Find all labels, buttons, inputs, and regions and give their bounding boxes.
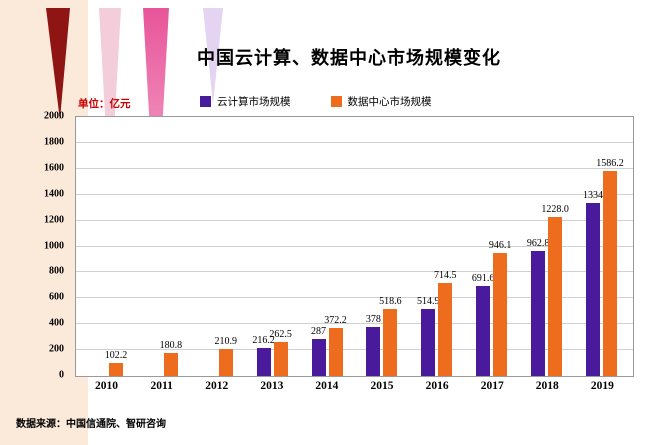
y-tick-label: 1400 <box>44 188 64 200</box>
bar-group-2013: 216.2 262.5 <box>252 117 292 376</box>
bar-series0-2019: 1334 <box>583 190 603 376</box>
bar-series0-2015: 378 <box>366 314 381 376</box>
bar-value-label: 962.8 <box>526 238 550 250</box>
x-axis-labels: 2010 2011 2012 2013 2014 2015 2016 2017 2018 2019 <box>75 380 634 392</box>
bar-group-2018: 962.8 1228.0 <box>527 117 569 376</box>
x-tick-label-2019: 2019 <box>590 380 614 392</box>
gridline <box>76 219 633 221</box>
bar-value-label: 691.6 <box>471 273 495 285</box>
data-source: 数据来源：中国信通院、智研咨询 <box>16 419 166 430</box>
bar-series0-2013: 216.2 <box>252 335 275 376</box>
bar-value-label: 1334 <box>582 190 603 202</box>
x-tick-label-2013: 2013 <box>260 380 284 392</box>
bar-group-2011: 180.8 <box>147 117 182 376</box>
bar-value-label: 102.2 <box>104 349 128 361</box>
gridline <box>76 193 633 195</box>
legend-label-datacenter: 数据中心市场规模 <box>347 97 432 108</box>
bar-group-2019: 1334 1586.2 <box>583 117 624 376</box>
bar-series1-2016: 714.5 <box>434 270 457 376</box>
bar-series1-2011: 180.8 <box>160 340 182 376</box>
bar-series0-2017: 691.6 <box>472 273 494 376</box>
bar-series1-2012: 210.9 <box>214 336 237 376</box>
legend-swatch-datacenter <box>330 96 342 107</box>
bar-value-label: 372.2 <box>324 314 347 326</box>
legend-swatch-cloud <box>200 96 211 107</box>
bar-series0-2014: 287 <box>311 326 326 376</box>
legend-item-cloud: 云计算市场规模 <box>200 94 291 109</box>
legend-item-datacenter: 数据中心市场规模 <box>330 94 432 109</box>
bar-value-label: 514.9 <box>417 296 440 308</box>
bar-value-label: 1586.2 <box>596 157 624 169</box>
bar-group-2015: 378 518.6 <box>366 117 402 376</box>
y-tick-label: 1200 <box>44 214 64 226</box>
unit-label: 单位：亿元 <box>78 99 131 110</box>
bar-group-2014: 287 372.2 <box>311 117 347 376</box>
gridline <box>76 245 633 247</box>
y-axis-labels: 0 200 400 600 800 1000 1200 1400 1600 1800 2000 <box>30 111 70 381</box>
bar-value-label: 210.9 <box>214 335 237 347</box>
y-tick-label: 600 <box>49 291 64 303</box>
bar-value-label: 946.1 <box>488 240 512 252</box>
x-tick-label-2014: 2014 <box>315 380 339 392</box>
bar-series1-2014: 372.2 <box>324 315 347 376</box>
gridline <box>76 141 633 143</box>
x-tick-label-2017: 2017 <box>480 380 504 392</box>
y-tick-label: 800 <box>49 265 64 277</box>
gridline <box>76 271 633 273</box>
bar-group-2012: 210.9 <box>202 117 237 376</box>
y-tick-label: 0 <box>59 369 64 381</box>
bar-series0-2016: 514.9 <box>417 296 440 376</box>
bar-series1-2018: 1228.0 <box>541 204 569 376</box>
y-tick-label: 1800 <box>44 136 64 148</box>
gridline <box>76 297 633 299</box>
bar-value-label: 714.5 <box>434 270 457 282</box>
bar-groups: 102.2 180.8 210.9 216.2 262.5 287 372.2 378 518.… <box>76 117 633 376</box>
left-background-strip <box>0 0 88 445</box>
x-tick-label-2011: 2011 <box>150 380 173 392</box>
x-tick-label-2018: 2018 <box>535 380 559 392</box>
bar-value-label: 1228.0 <box>541 203 569 215</box>
bar-series1-2015: 518.6 <box>379 296 402 376</box>
bar-group-2016: 514.9 714.5 <box>417 117 457 376</box>
x-tick-label-2016: 2016 <box>425 380 449 392</box>
bar-value-label: 287 <box>311 325 326 337</box>
y-tick-label: 200 <box>49 343 64 355</box>
x-tick-label-2015: 2015 <box>370 380 394 392</box>
gridline <box>76 349 633 351</box>
y-tick-label: 400 <box>49 317 64 329</box>
bar-value-label: 262.5 <box>269 329 292 341</box>
bar-group-2017: 691.6 946.1 <box>472 117 511 376</box>
bar-value-label: 378 <box>365 314 381 326</box>
chart-title: 中国云计算、数据中心市场规模变化 <box>197 48 501 68</box>
legend: 云计算市场规模 数据中心市场规模 <box>200 94 432 109</box>
plot-area: 102.2 180.8 210.9 216.2 262.5 287 372.2 378 518.… <box>75 116 634 377</box>
y-tick-label: 2000 <box>44 110 64 122</box>
bar-series1-2017: 946.1 <box>489 240 511 376</box>
bar-series1-2019: 1586.2 <box>596 158 624 376</box>
y-tick-label: 1000 <box>44 240 64 251</box>
bar-series0-2018: 962.8 <box>527 238 549 376</box>
gridline <box>76 323 633 325</box>
bar-group-2010: 102.2 <box>92 117 127 376</box>
gridline <box>76 167 633 169</box>
x-tick-label-2010: 2010 <box>95 380 119 392</box>
bar-value-label: 216.2 <box>252 335 275 347</box>
bar-series1-2013: 262.5 <box>269 329 292 376</box>
legend-label-cloud: 云计算市场规模 <box>217 97 291 108</box>
bar-value-label: 180.8 <box>159 339 183 351</box>
bar-series1-2010: 102.2 <box>105 350 127 376</box>
x-tick-label-2012: 2012 <box>205 380 229 392</box>
y-tick-label: 1600 <box>44 162 64 174</box>
bar-value-label: 518.6 <box>379 295 402 307</box>
